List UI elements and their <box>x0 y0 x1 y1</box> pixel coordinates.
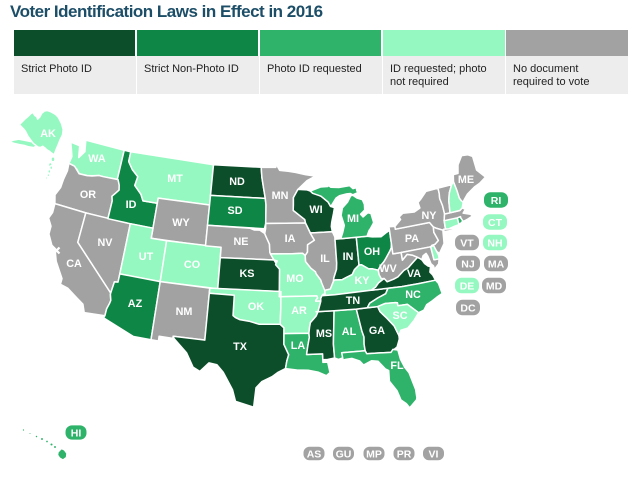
svg-text:NV: NV <box>98 237 114 249</box>
svg-text:ME: ME <box>458 174 474 186</box>
svg-text:GA: GA <box>369 325 385 337</box>
svg-text:MO: MO <box>286 273 303 285</box>
svg-text:PR: PR <box>397 448 412 460</box>
svg-text:OK: OK <box>248 301 264 313</box>
svg-text:WY: WY <box>172 217 190 229</box>
svg-text:IN: IN <box>343 251 354 263</box>
svg-text:MN: MN <box>272 190 289 202</box>
svg-text:UT: UT <box>139 251 154 263</box>
svg-text:OR: OR <box>80 189 96 201</box>
svg-text:CT: CT <box>488 217 503 229</box>
svg-text:VA: VA <box>407 268 421 280</box>
svg-text:RI: RI <box>491 195 502 207</box>
svg-text:WI: WI <box>309 204 322 216</box>
svg-text:MT: MT <box>167 173 183 185</box>
svg-text:VI: VI <box>429 448 439 460</box>
svg-text:NJ: NJ <box>461 258 475 270</box>
svg-text:MS: MS <box>316 328 332 340</box>
svg-text:CA: CA <box>66 258 82 270</box>
svg-text:WA: WA <box>88 153 106 165</box>
svg-text:NE: NE <box>234 236 249 248</box>
svg-text:AS: AS <box>307 448 322 460</box>
svg-text:GU: GU <box>336 448 352 460</box>
svg-text:OH: OH <box>364 246 380 258</box>
svg-text:AR: AR <box>291 305 307 317</box>
svg-text:TX: TX <box>233 341 248 353</box>
svg-text:ND: ND <box>229 176 245 188</box>
svg-text:AK: AK <box>40 128 56 140</box>
svg-text:CO: CO <box>184 259 200 271</box>
svg-text:MA: MA <box>488 258 505 270</box>
svg-text:AL: AL <box>342 326 357 338</box>
svg-text:MD: MD <box>486 280 503 292</box>
svg-text:MI: MI <box>347 213 359 225</box>
svg-text:FL: FL <box>390 360 404 372</box>
svg-text:WV: WV <box>379 263 397 275</box>
svg-text:DC: DC <box>460 302 476 314</box>
svg-text:MP: MP <box>366 448 382 460</box>
svg-text:NY: NY <box>422 210 438 222</box>
svg-text:HI: HI <box>71 427 82 439</box>
svg-text:AZ: AZ <box>128 298 143 310</box>
svg-text:KY: KY <box>355 275 371 287</box>
svg-text:IA: IA <box>285 233 296 245</box>
svg-text:VT: VT <box>460 237 474 249</box>
svg-text:PA: PA <box>405 233 419 245</box>
svg-text:LA: LA <box>291 340 306 352</box>
svg-text:ID: ID <box>126 199 137 211</box>
svg-text:SC: SC <box>393 310 408 322</box>
svg-text:KS: KS <box>240 268 255 280</box>
svg-text:NH: NH <box>487 237 502 249</box>
svg-text:DE: DE <box>460 280 475 292</box>
svg-text:SD: SD <box>228 205 243 217</box>
svg-text:NC: NC <box>405 289 421 301</box>
svg-text:IL: IL <box>320 253 330 265</box>
svg-text:NM: NM <box>176 306 193 318</box>
svg-text:TN: TN <box>346 295 361 307</box>
